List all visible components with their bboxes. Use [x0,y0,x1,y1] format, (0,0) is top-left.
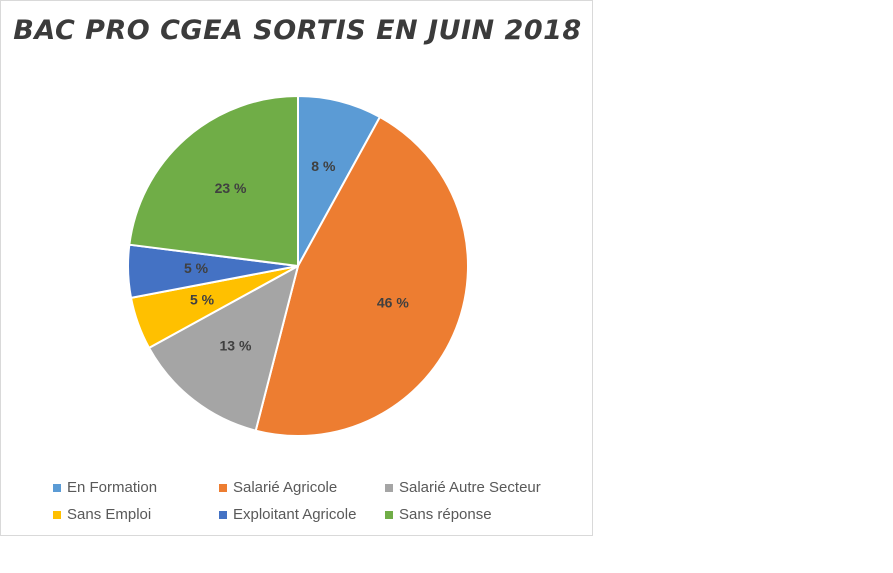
legend-label: En Formation [67,479,158,496]
pie-chart: 8 % 46 % 13 % 5 % 5 % 23 % [127,94,469,437]
legend-item-1: Salarié Agricole [219,479,337,496]
legend-label: Exploitant Agricole [233,506,357,523]
legend-swatch [385,510,393,519]
legend-label: Salarié Agricole [233,479,338,496]
data-label-4: 5 % [184,260,209,276]
legend-swatch [219,510,227,519]
legend-swatch [53,483,61,492]
legend-item-0: En Formation [53,479,157,496]
legend-item-4: Exploitant Agricole [219,506,356,523]
legend-item-3: Sans Emploi [53,506,151,523]
pie-slice-5 [128,94,299,268]
data-label-5: 23 % [215,180,247,196]
legend-label: Sans réponse [399,506,492,523]
chart-title: BAC PRO CGEA SORTIS EN JUIN 2018 [13,15,582,46]
data-label-0: 8 % [311,158,336,174]
data-label-2: 13 % [220,337,252,353]
data-label-3: 5 % [190,291,215,307]
pie-slice-2 [147,264,300,432]
legend-label: Sans Emploi [67,506,152,523]
chart-area: BAC PRO CGEA SORTIS EN JUIN 2018 8 % 46 %… [0,0,593,536]
pie-slice-1 [254,115,469,437]
legend-label: Salarié Autre Secteur [399,479,541,496]
legend-swatch [219,483,227,492]
legend-swatch [53,510,61,519]
legend-item-5: Sans réponse [385,506,492,523]
legend-item-2: Salarié Autre Secteur [385,479,541,496]
data-label-1: 46 % [377,294,409,310]
legend-swatch [385,483,393,492]
